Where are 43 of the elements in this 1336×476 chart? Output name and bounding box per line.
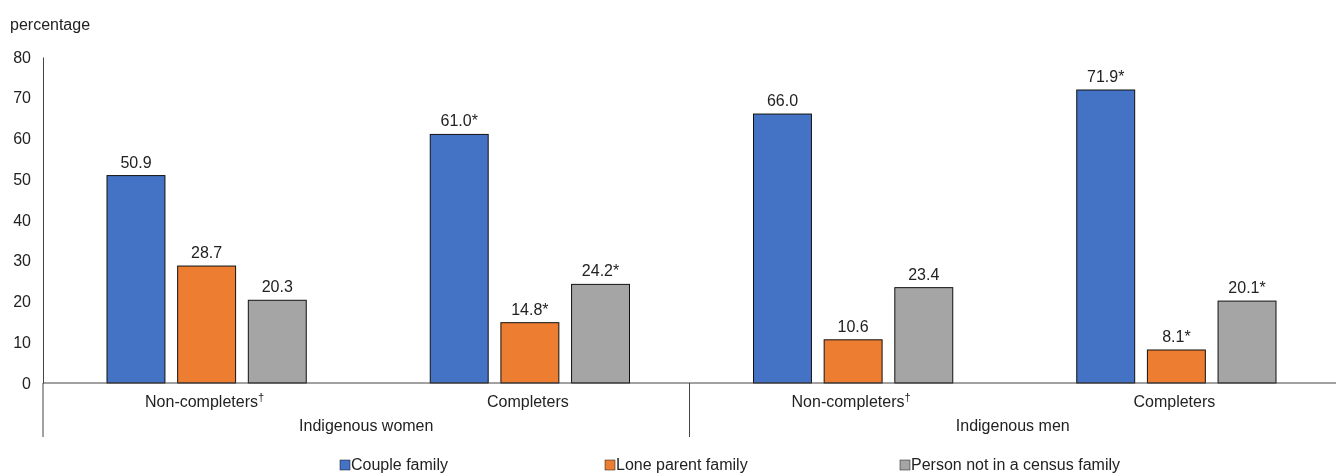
text: Indigenous men bbox=[955, 417, 1070, 434]
y-tick-label: 60 bbox=[13, 130, 32, 148]
y-axis-title: percentage bbox=[10, 16, 91, 33]
bar bbox=[247, 299, 307, 384]
data-label: 14.8* bbox=[511, 300, 549, 318]
bar bbox=[106, 175, 166, 384]
bar bbox=[571, 283, 630, 384]
data-label: 23.4 bbox=[908, 265, 940, 283]
bar bbox=[177, 265, 237, 384]
bar bbox=[894, 287, 954, 384]
x-tick-label: Non-completers$^{†}$ bbox=[791, 391, 911, 410]
data-label: 8.1* bbox=[1162, 327, 1191, 345]
bar bbox=[429, 133, 489, 384]
data-label: 24.2* bbox=[581, 262, 620, 280]
data-label: 20.3 bbox=[261, 278, 293, 296]
legend-label: Lone parent family bbox=[616, 456, 748, 473]
data-label: 28.7 bbox=[191, 244, 223, 262]
bar bbox=[753, 113, 812, 384]
y-tick-label: 10 bbox=[13, 333, 32, 351]
data-label: 61.0* bbox=[440, 112, 478, 130]
legend-label: Person not in a census family bbox=[911, 456, 1120, 473]
text: Indigenous women bbox=[299, 417, 434, 434]
y-tick-label: 50 bbox=[13, 170, 32, 188]
y-tick-label: 80 bbox=[13, 48, 32, 66]
y-tick-label: 70 bbox=[13, 89, 32, 107]
data-label: 50.9 bbox=[120, 153, 152, 171]
x-tick-label: Non-completers$^{†}$ bbox=[145, 391, 265, 410]
bar bbox=[1146, 349, 1206, 384]
y-tick-label: 20 bbox=[13, 293, 32, 311]
legend-label: Couple family bbox=[351, 456, 448, 473]
y-tick-label: 30 bbox=[13, 252, 32, 270]
data-label: 10.6 bbox=[837, 317, 869, 335]
x-tick-label: Completers bbox=[1133, 393, 1216, 410]
data-label: 66.0 bbox=[766, 92, 799, 110]
bar bbox=[823, 339, 883, 384]
x-tick-label: Completers bbox=[486, 393, 569, 410]
data-label: 71.9* bbox=[1087, 68, 1125, 86]
bar bbox=[500, 322, 560, 384]
y-tick-label: 0 bbox=[22, 374, 32, 392]
y-tick-label: 40 bbox=[13, 211, 32, 229]
bar bbox=[1076, 89, 1136, 384]
data-label: 20.1* bbox=[1228, 279, 1266, 297]
bar bbox=[1217, 300, 1277, 384]
